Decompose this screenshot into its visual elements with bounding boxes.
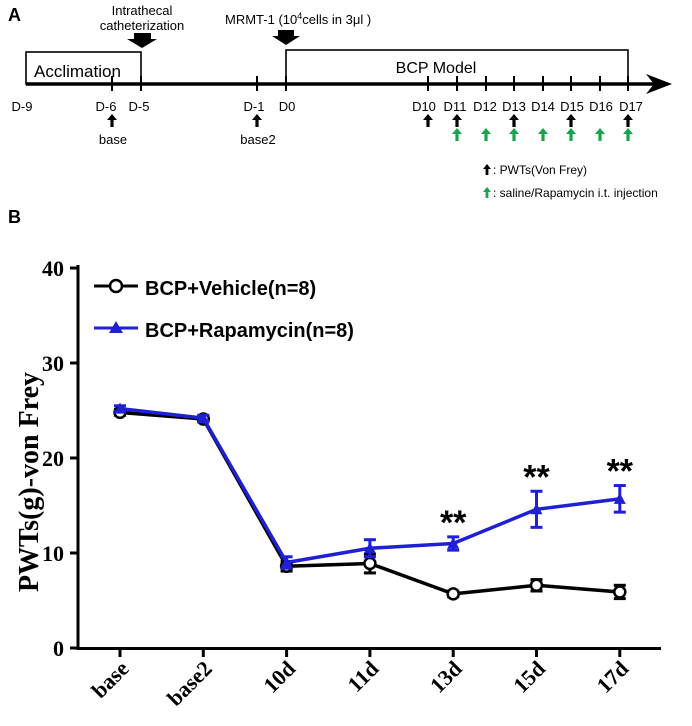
x-tick-label: 13d (425, 656, 467, 698)
day-label: D15 (560, 99, 584, 114)
panel-b-label: B (8, 207, 21, 227)
data-point (613, 585, 627, 599)
annotations: ** ** ** (440, 453, 634, 542)
day-label: D-5 (129, 99, 150, 114)
pwt-arrows (107, 114, 633, 127)
day-label: D11 (444, 99, 467, 114)
injection-arrow-icon (452, 128, 462, 141)
legend-injection-arrow-icon (483, 187, 491, 198)
pwt-arrow-icon (566, 114, 576, 127)
data-point (363, 542, 376, 554)
x-tick-label: base (86, 656, 133, 703)
day-label: D13 (502, 99, 526, 114)
y-tick-label: 20 (42, 446, 64, 471)
day-label: D14 (531, 99, 555, 114)
data-point (530, 503, 543, 515)
y-tick-label: 0 (53, 636, 64, 661)
series-rapamycin (114, 402, 626, 570)
injection-arrow-icon (566, 128, 576, 141)
day-label: D10 (412, 99, 436, 114)
x-ticks: base base2 10d 11d 13d 15d 17d (86, 648, 633, 711)
mrmt-down-arrow-icon (272, 30, 300, 45)
day-label: D-9 (12, 99, 33, 114)
day-label: D-1 (244, 99, 265, 114)
timeline-arrowhead-icon (646, 74, 672, 94)
y-tick-label: 10 (42, 541, 64, 566)
data-point (529, 578, 544, 593)
legend-pwt-text: : PWTs(Von Frey) (493, 163, 587, 177)
data-point (280, 556, 293, 568)
pwt-arrow-icon (452, 114, 462, 127)
panel-a-label: A (8, 5, 21, 25)
pwt-arrow-icon (509, 114, 519, 127)
series-layer (113, 402, 627, 601)
legend-injection-text: : saline/Rapamycin i.t. injection (493, 186, 658, 200)
day-label: D0 (279, 99, 296, 114)
pwt-arrow-icon (423, 114, 433, 127)
day-label: D-6 (96, 99, 117, 114)
pwt-arrow-icon (107, 114, 117, 127)
x-tick-label: 15d (508, 656, 550, 698)
significance-label: ** (523, 458, 550, 496)
injection-arrow-icon (595, 128, 605, 141)
panel-b-chart: B PWTs(g)-von Frey 0 10 20 30 40 base base2 10… (8, 207, 661, 711)
intrathecal-label-line2: catheterization (100, 18, 185, 33)
legend-vehicle-text: BCP+Vehicle(n=8) (145, 278, 316, 300)
significance-label: ** (440, 504, 467, 542)
legend-vehicle-marker (108, 278, 124, 294)
bcp-model-label: BCP Model (396, 60, 477, 77)
day-label: D16 (589, 99, 613, 114)
day-label: D17 (619, 99, 643, 114)
legend-rapamycin-text: BCP+Rapamycin(n=8) (145, 320, 354, 342)
x-tick-label: 10d (258, 656, 300, 698)
data-point (446, 587, 460, 601)
legend-pwt-arrow-icon (483, 164, 491, 175)
intrathecal-label-line1: Intrathecal (112, 3, 173, 18)
injection-arrows (452, 128, 633, 141)
base-label: base (99, 132, 127, 147)
injection-arrow-icon (538, 128, 548, 141)
data-point (613, 492, 626, 504)
acclimation-label: Acclimation (34, 62, 121, 81)
y-axis-title: PWTs(g)-von Frey (14, 372, 45, 592)
injection-arrow-icon (509, 128, 519, 141)
legend-rapamycin-marker (109, 321, 123, 333)
intrathecal-down-arrow-icon (127, 33, 157, 48)
pwt-arrow-icon (623, 114, 633, 127)
series-vehicle (113, 405, 627, 601)
y-ticks: 0 10 20 30 40 (42, 256, 78, 661)
timeline-ticks (111, 76, 629, 91)
x-tick-label: 17d (591, 656, 633, 698)
chart-legend: BCP+Vehicle(n=8) BCP+Rapamycin(n=8) (94, 278, 354, 342)
data-point (447, 537, 460, 549)
data-point (363, 556, 377, 571)
data-point (197, 412, 210, 424)
x-tick-label: base2 (162, 656, 217, 711)
mrmt-label: MRMT-1 (104cells in 3μl ) (225, 11, 371, 27)
panel-a-timeline: A Intrathecal catheterization MRMT-1 (10… (8, 3, 672, 200)
injection-arrow-icon (481, 128, 491, 141)
data-point (114, 402, 126, 414)
base2-label: base2 (240, 132, 275, 147)
significance-label: ** (607, 453, 634, 491)
pwt-arrow-icon (252, 114, 262, 127)
y-tick-label: 30 (42, 351, 64, 376)
day-label: D12 (473, 99, 497, 114)
day-labels: D-9 D-6 D-5 D-1 D0 D10 D11 D12 D13 D14 D… (12, 99, 643, 114)
y-tick-label: 40 (42, 256, 64, 281)
injection-arrow-icon (623, 128, 633, 141)
x-tick-label: 11d (342, 656, 383, 697)
